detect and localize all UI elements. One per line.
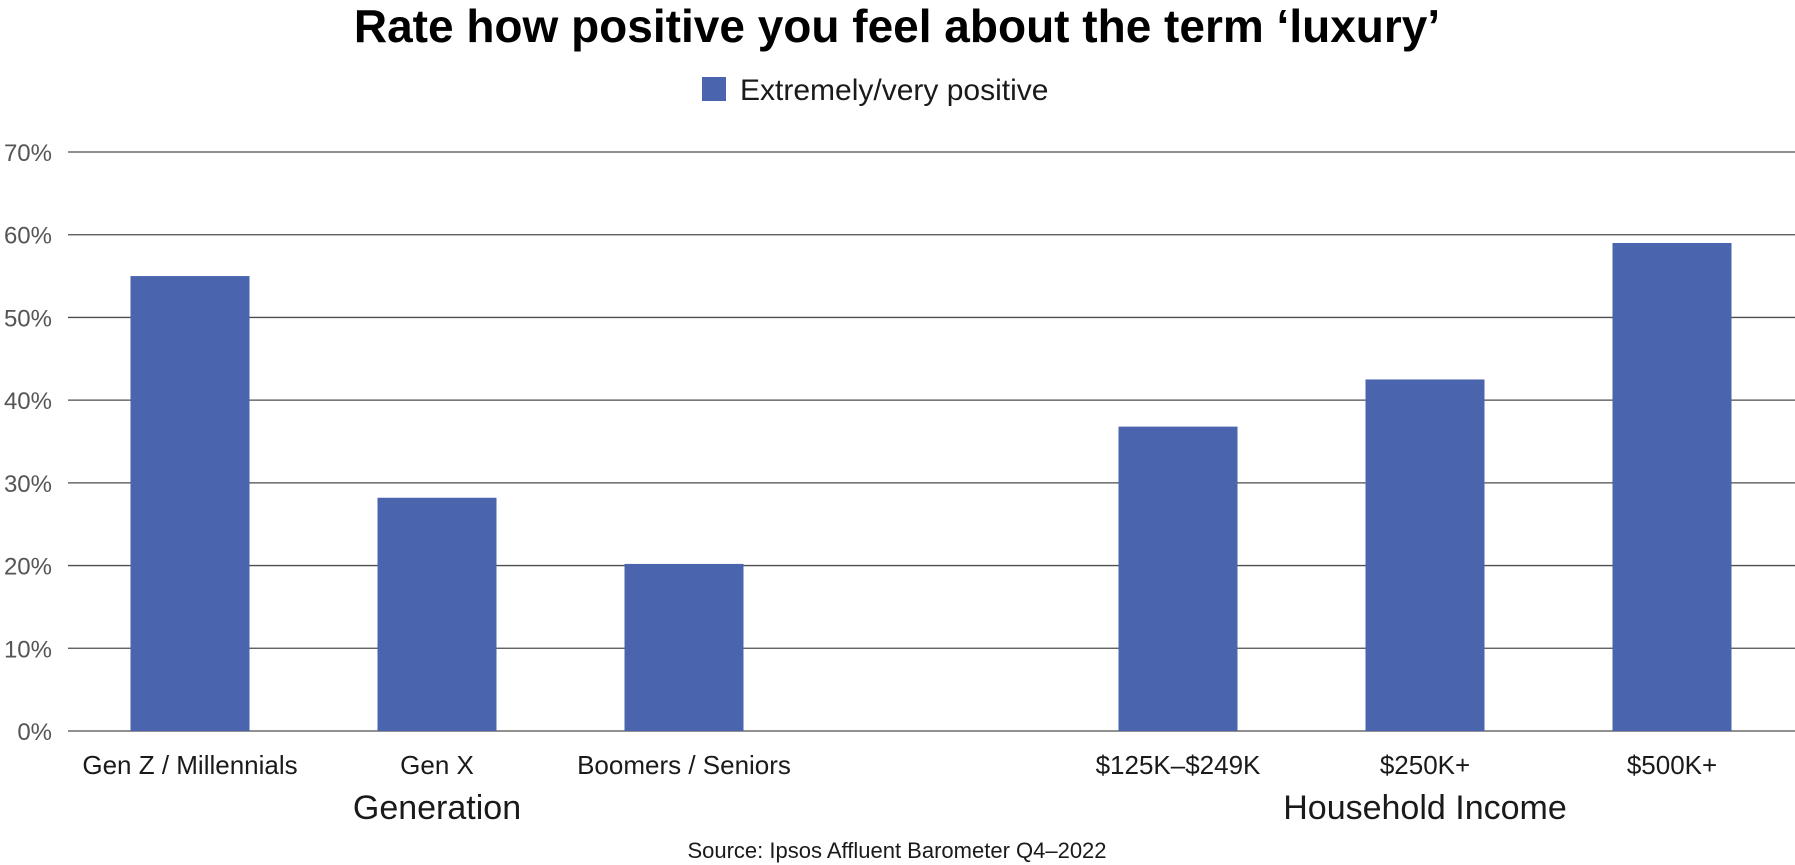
chart-title: Rate how positive you feel about the ter… [354, 0, 1440, 52]
source-note: Source: Ipsos Affluent Barometer Q4–2022 [687, 838, 1106, 863]
bar [1365, 379, 1485, 731]
x-tick-label: $500K+ [1627, 750, 1717, 780]
bar [130, 276, 250, 731]
category-group-label: Generation [353, 789, 521, 827]
bar [1118, 426, 1238, 731]
y-tick-label: 40% [4, 388, 52, 415]
y-tick-label: 20% [4, 554, 52, 581]
y-tick-label: 60% [4, 223, 52, 250]
category-groups: Generation Household Income [353, 789, 1567, 827]
bar [624, 563, 744, 731]
y-axis: 0% 10% 20% 30% 40% 50% 60% 70% [4, 140, 52, 746]
x-tick-label: $125K–$249K [1096, 750, 1261, 780]
bars [130, 242, 1732, 731]
bar [1612, 242, 1732, 731]
gridlines [68, 151, 1795, 732]
y-tick-label: 10% [4, 636, 52, 663]
legend-swatch [702, 77, 726, 101]
legend-label: Extremely/very positive [740, 74, 1048, 107]
legend: Extremely/very positive [702, 74, 1048, 107]
category-group-label: Household Income [1283, 789, 1567, 827]
y-tick-label: 70% [4, 140, 52, 167]
x-tick-label: $250K+ [1380, 750, 1470, 780]
y-tick-label: 0% [17, 719, 52, 746]
x-tick-label: Gen Z / Millennials [82, 750, 297, 780]
x-axis: Gen Z / Millennials Gen X Boomers / Senior… [82, 750, 1717, 780]
bar [377, 497, 497, 731]
y-tick-label: 30% [4, 471, 52, 498]
y-tick-label: 50% [4, 305, 52, 332]
x-tick-label: Boomers / Seniors [577, 750, 791, 780]
x-tick-label: Gen X [400, 750, 474, 780]
